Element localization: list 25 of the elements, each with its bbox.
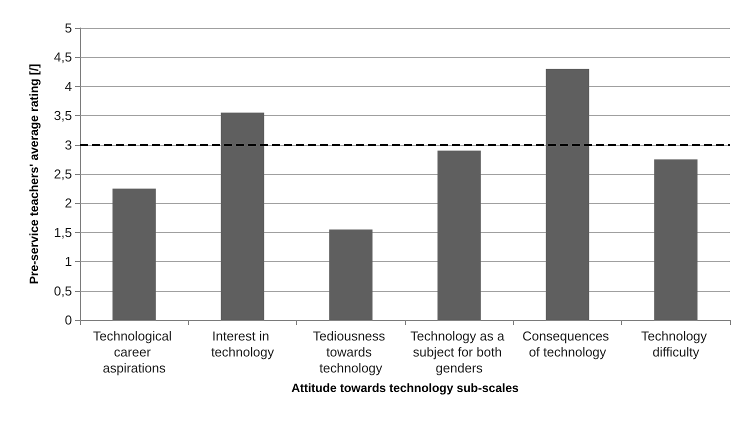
x-tick-label: Technological career aspirations [92, 328, 176, 376]
x-tick-label: Interest in technology [211, 328, 274, 360]
y-tick-label: 2,5 [54, 166, 72, 182]
bar [220, 112, 264, 320]
x-tick-label: Technology difficulty [641, 328, 711, 360]
x-tick-label: Technology as a subject for both genders [410, 328, 508, 376]
y-tick-label: 3,5 [54, 108, 72, 124]
bar [438, 150, 481, 320]
y-tick-label: 1,5 [54, 224, 72, 240]
y-tick-label: 5 [64, 20, 72, 36]
y-tick-label: 0 [64, 312, 72, 328]
bar [546, 68, 590, 320]
y-tick-label: 2 [64, 196, 72, 211]
y-tick-label: 4 [64, 78, 72, 94]
x-tick-label: Consequences of technology [522, 328, 613, 360]
y-tick-label: 0,5 [54, 283, 72, 298]
bar [654, 159, 698, 320]
y-axis-title: Pre-service teachers' average rating [/] [27, 64, 41, 284]
y-tick-label: 4,5 [54, 50, 72, 65]
y-tick-label: 3 [64, 137, 72, 152]
x-axis-title: Attitude towards technology sub-scales [291, 381, 520, 395]
y-tick-label: 1 [64, 254, 72, 270]
x-tick-label: Tediousness towards technology [312, 328, 389, 376]
bar [329, 229, 372, 320]
bar [112, 188, 156, 320]
